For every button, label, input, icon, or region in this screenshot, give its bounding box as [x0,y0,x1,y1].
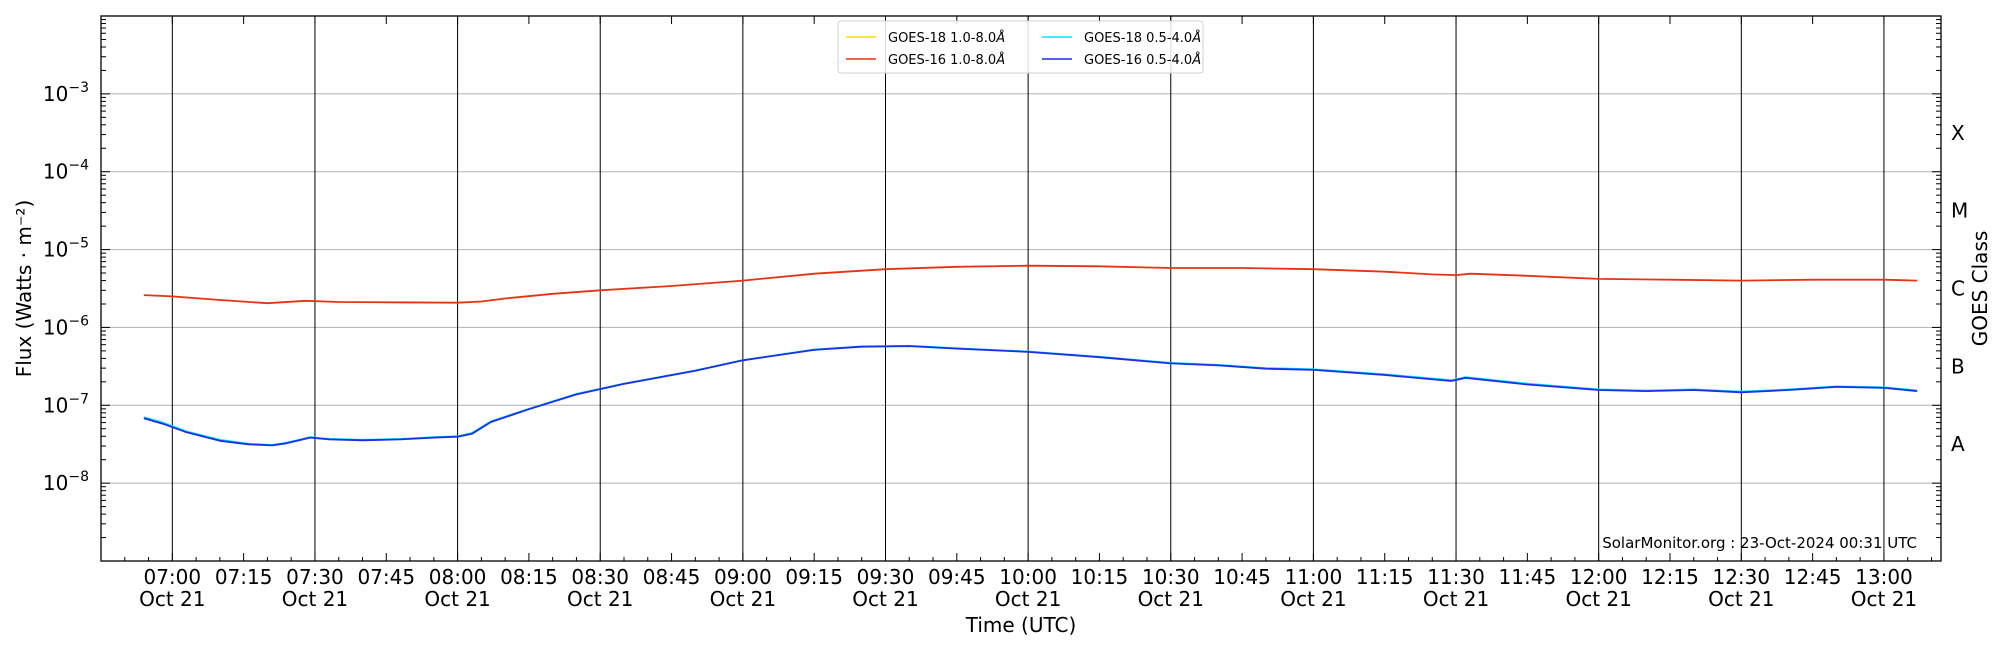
legend-box [837,20,1204,74]
x-tick-date-label: Oct 21 [424,587,490,611]
x-tick-label: 10:00 [999,565,1057,589]
y-axis-label: Flux (Watts · m⁻²) [12,200,36,378]
series-line [143,344,1918,446]
x-tick-label: 07:30 [286,565,344,589]
x-tick-label: 11:15 [1356,565,1414,589]
x-tick-label: 09:00 [714,565,772,589]
x-tick-date-label: Oct 21 [1708,587,1774,611]
x-tick-label: 10:15 [1071,565,1129,589]
x-tick-label: 12:15 [1641,565,1699,589]
x-tick-date-label: Oct 21 [1851,587,1917,611]
y-tick-label: 10−5 [43,236,89,262]
legend-entry-label: GOES-16 0.5-4.0Å [1084,52,1201,68]
x-tick-label: 13:00 [1855,565,1913,589]
x-tick-label: 08:30 [571,565,629,589]
x-tick-label: 07:45 [357,565,415,589]
x-tick-label: 11:00 [1285,565,1343,589]
x-tick-date-label: Oct 21 [710,587,776,611]
y-tick-label: 10−4 [43,158,89,184]
x-tick-label: 08:45 [643,565,701,589]
x-tick-date-label: Oct 21 [1280,587,1346,611]
x-tick-date-label: Oct 21 [282,587,348,611]
x-tick-date-label: Oct 21 [139,587,205,611]
plot-frame [100,15,1942,562]
goes-class-label: B [1951,354,1965,378]
x-tick-date-label: Oct 21 [567,587,633,611]
x-axis-label: Time (UTC) [965,613,1077,637]
x-tick-label: 08:15 [500,565,558,589]
x-tick-label: 10:45 [1213,565,1271,589]
goes-class-label: X [1951,121,1965,145]
goes-class-label: C [1951,277,1965,301]
x-tick-label: 07:15 [215,565,273,589]
x-tick-date-label: Oct 21 [1423,587,1489,611]
x-tick-label: 08:00 [429,565,487,589]
legend-entry-label: GOES-18 1.0-8.0Å [888,30,1005,46]
x-tick-label: 07:00 [143,565,201,589]
x-tick-label: 09:15 [785,565,843,589]
series-line [143,264,1918,305]
x-tick-label: 10:30 [1142,565,1200,589]
time-markers [171,16,1885,561]
goes-class-label: M [1951,199,1968,223]
legend-entry-label: GOES-16 1.0-8.0Å [888,52,1005,68]
gridlines [101,93,1941,484]
x-tick-label: 12:30 [1712,565,1770,589]
watermark-text: SolarMonitor.org : 23-Oct-2024 00:31 UTC [1602,534,1917,552]
x-tick-date-label: Oct 21 [995,587,1061,611]
legend: GOES-18 1.0-8.0Å GOES-18 0.5-4.0Å GOES-16 … [837,20,1204,74]
y-tick-label: 10−7 [43,391,89,417]
x-tick-date-label: Oct 21 [852,587,918,611]
y-tick-label: 10−8 [43,469,89,495]
x-tick-label: 12:00 [1570,565,1628,589]
goes-class-axis-label: GOES Class [1968,231,1992,347]
y-tick-label: 10−3 [43,80,89,106]
x-tick-label: 12:45 [1784,565,1842,589]
y-tick-label: 10−6 [43,313,89,339]
goes-class-label: A [1951,432,1965,456]
x-tick-label: 11:45 [1499,565,1557,589]
x-tick-label: 09:30 [857,565,915,589]
x-tick-label: 09:45 [928,565,986,589]
axis-ticks [101,16,1941,562]
x-tick-date-label: Oct 21 [1138,587,1204,611]
series-lines [143,264,1918,447]
series-line [143,345,1918,447]
x-tick-date-label: Oct 21 [1565,587,1631,611]
legend-entry-label: GOES-18 0.5-4.0Å [1084,30,1201,46]
x-tick-label: 11:30 [1427,565,1485,589]
